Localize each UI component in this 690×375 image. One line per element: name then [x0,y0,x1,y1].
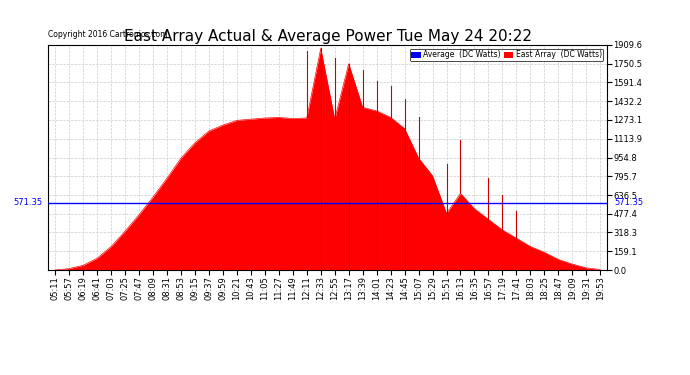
Text: 571.35: 571.35 [14,198,43,207]
Text: Copyright 2016 Cartronics.com: Copyright 2016 Cartronics.com [48,30,168,39]
Text: 571.35: 571.35 [614,198,643,207]
Title: East Array Actual & Average Power Tue May 24 20:22: East Array Actual & Average Power Tue Ma… [124,29,532,44]
Legend: Average  (DC Watts), East Array  (DC Watts): Average (DC Watts), East Array (DC Watts… [410,49,603,61]
